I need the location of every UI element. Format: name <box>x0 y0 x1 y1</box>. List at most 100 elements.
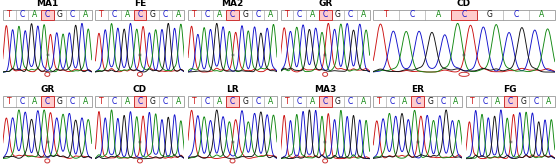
Bar <box>373 96 462 107</box>
Text: C: C <box>297 97 302 106</box>
Text: C: C <box>415 97 420 106</box>
Text: C: C <box>137 97 142 106</box>
Text: A: A <box>310 97 315 106</box>
Text: C: C <box>44 97 50 106</box>
Text: C: C <box>137 10 142 19</box>
Text: C: C <box>70 97 76 106</box>
Text: *: * <box>46 53 49 62</box>
Text: C: C <box>112 97 117 106</box>
Bar <box>96 10 185 20</box>
Text: C: C <box>163 97 168 106</box>
Text: C: C <box>297 10 302 19</box>
Text: G: G <box>150 97 156 106</box>
Text: *: * <box>462 53 466 62</box>
Text: G: G <box>335 97 341 106</box>
Text: C: C <box>19 10 24 19</box>
Text: A: A <box>32 10 37 19</box>
Text: C: C <box>230 10 235 19</box>
Text: T: T <box>7 97 12 106</box>
Text: A: A <box>495 97 500 106</box>
Text: C: C <box>348 10 353 19</box>
Bar <box>3 10 92 20</box>
Text: A: A <box>176 97 181 106</box>
Bar <box>226 96 239 107</box>
Bar <box>373 10 555 20</box>
Text: C: C <box>112 10 117 19</box>
Text: *: * <box>138 53 142 62</box>
Bar <box>281 10 370 20</box>
Text: C: C <box>348 97 353 106</box>
Bar <box>451 10 477 20</box>
Text: A: A <box>361 10 366 19</box>
Bar <box>188 10 277 20</box>
Text: T: T <box>285 97 289 106</box>
Text: C: C <box>508 97 513 106</box>
Bar <box>3 96 92 107</box>
Text: G: G <box>150 10 156 19</box>
Text: *: * <box>231 140 235 149</box>
Text: A: A <box>546 97 551 106</box>
Bar <box>504 96 517 107</box>
Text: G: G <box>57 10 63 19</box>
Text: T: T <box>378 97 382 106</box>
Text: FE: FE <box>134 0 146 8</box>
Text: A: A <box>453 97 459 106</box>
Text: *: * <box>231 53 235 62</box>
Bar <box>133 96 146 107</box>
Text: T: T <box>100 10 104 19</box>
Text: T: T <box>285 10 289 19</box>
Text: *: * <box>138 140 142 149</box>
Text: C: C <box>44 10 50 19</box>
Text: C: C <box>322 10 328 19</box>
Text: A: A <box>268 10 274 19</box>
Text: C: C <box>410 10 415 19</box>
Text: G: G <box>242 10 248 19</box>
Text: A: A <box>268 97 274 106</box>
Text: A: A <box>176 10 181 19</box>
Text: G: G <box>57 97 63 106</box>
Text: T: T <box>192 97 197 106</box>
Text: T: T <box>7 10 12 19</box>
Text: C: C <box>163 10 168 19</box>
Text: C: C <box>482 97 488 106</box>
Text: C: C <box>322 97 328 106</box>
Text: MA3: MA3 <box>314 85 336 94</box>
Bar <box>319 96 331 107</box>
Text: A: A <box>125 10 130 19</box>
Text: T: T <box>384 10 389 19</box>
Text: A: A <box>217 10 222 19</box>
Text: C: C <box>205 97 210 106</box>
Text: *: * <box>323 53 327 62</box>
Text: A: A <box>32 97 37 106</box>
Bar <box>226 10 239 20</box>
Text: C: C <box>440 97 446 106</box>
Text: MA1: MA1 <box>36 0 58 8</box>
Bar <box>411 96 424 107</box>
Text: A: A <box>403 97 408 106</box>
Text: *: * <box>323 140 327 149</box>
Text: A: A <box>539 10 544 19</box>
Bar <box>41 96 54 107</box>
Text: C: C <box>70 10 76 19</box>
Text: LR: LR <box>226 85 239 94</box>
Bar <box>96 96 185 107</box>
Text: MA2: MA2 <box>221 0 244 8</box>
Bar <box>466 96 555 107</box>
Text: C: C <box>461 10 466 19</box>
Text: T: T <box>100 97 104 106</box>
Text: CD: CD <box>457 0 471 8</box>
Text: ER: ER <box>411 85 424 94</box>
Bar <box>133 10 146 20</box>
Text: A: A <box>83 97 88 106</box>
Text: *: * <box>508 140 512 149</box>
Text: C: C <box>255 97 261 106</box>
Text: G: G <box>335 10 341 19</box>
Text: *: * <box>416 140 420 149</box>
Text: G: G <box>487 10 493 19</box>
Text: A: A <box>83 10 88 19</box>
Bar <box>319 10 331 20</box>
Text: GR: GR <box>318 0 332 8</box>
Text: C: C <box>205 10 210 19</box>
Text: CD: CD <box>133 85 147 94</box>
Text: C: C <box>230 97 235 106</box>
